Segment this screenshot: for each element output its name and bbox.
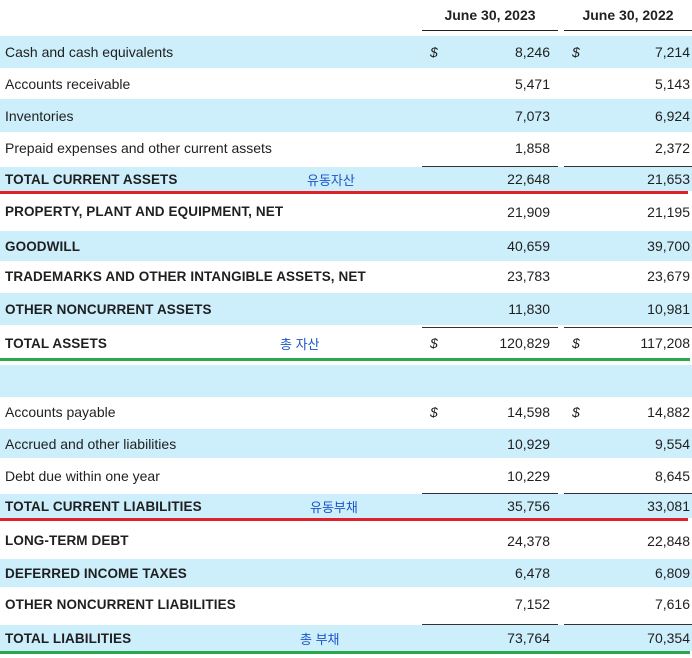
row-label: Accounts payable — [5, 404, 116, 420]
value-2023: 10,229 — [507, 468, 550, 484]
table-row: Accounts payable $ $14,598 14,882 — [0, 397, 692, 427]
value-2023: 73,764 — [507, 630, 550, 646]
value-2022: 8,645 — [654, 468, 690, 484]
row-label: DEFERRED INCOME TAXES — [5, 565, 187, 581]
value-2022: 22,848 — [647, 532, 690, 549]
row-label: TOTAL ASSETS — [5, 335, 107, 351]
header-divider-2022 — [564, 30, 692, 31]
table-row: DEFERRED INCOME TAXES 6,478 6,809 — [0, 559, 692, 587]
currency-symbol-2022: $ — [572, 335, 580, 351]
row-label: Debt due within one year — [5, 468, 160, 484]
table-row: Prepaid expenses and other current asset… — [0, 132, 692, 164]
row-label: Inventories — [5, 107, 74, 124]
table-row: Accounts receivable 5,471 5,143 — [0, 68, 692, 99]
value-2023: 1,858 — [514, 140, 550, 156]
subtotal-rule — [422, 327, 558, 328]
table-row: TOTAL LIABILITIES 총 부채 73,764 70,354 — [0, 625, 692, 651]
header-divider-2023 — [422, 30, 558, 31]
subtotal-rule — [564, 624, 692, 625]
value-2022: 39,700 — [647, 238, 690, 254]
value-2022: 2,372 — [654, 140, 690, 156]
column-header-2022: June 30, 2022 — [582, 7, 674, 23]
value-2022: 70,354 — [647, 630, 690, 646]
currency-symbol-2022: $ — [572, 404, 580, 420]
value-2023: 7,073 — [514, 107, 550, 124]
table-row: OTHER NONCURRENT LIABILITIES 7,152 7,616 — [0, 589, 692, 619]
value-2023: 21,909 — [507, 203, 550, 220]
subtotal-rule — [564, 166, 692, 167]
row-label: LONG-TERM DEBT — [5, 533, 129, 548]
korean-annotation: 총 부채 — [300, 631, 340, 647]
value-2023: 120,829 — [499, 335, 550, 351]
row-label: GOODWILL — [5, 238, 81, 254]
row-label: OTHER NONCURRENT ASSETS — [5, 301, 212, 317]
currency-symbol-2023: $ — [430, 404, 438, 420]
value-2022: 9,554 — [654, 435, 690, 452]
green-highlight-underline — [0, 651, 690, 654]
table-row: PROPERTY, PLANT AND EQUIPMENT, NET 21,909… — [0, 195, 692, 228]
row-label: TRADEMARKS AND OTHER INTANGIBLE ASSETS, … — [5, 268, 366, 284]
row-label: Cash and cash equivalents — [5, 44, 174, 60]
subtotal-rule — [422, 624, 558, 625]
table-row — [0, 365, 692, 397]
value-2023: 8,246 — [514, 44, 550, 60]
row-label: PROPERTY, PLANT AND EQUIPMENT, NET — [5, 204, 284, 219]
value-2022: 10,981 — [647, 301, 690, 317]
value-2022: 21,195 — [647, 203, 690, 220]
table-row: LONG-TERM DEBT 24,378 22,848 — [0, 524, 692, 557]
value-2023: 10,929 — [507, 435, 550, 452]
table-row: GOODWILL 40,659 39,700 — [0, 231, 692, 261]
korean-annotation: 유동자산 — [307, 172, 355, 188]
value-2022: 14,882 — [647, 404, 690, 420]
korean-annotation: 유동부채 — [310, 499, 358, 515]
value-2022: 7,214 — [654, 44, 690, 60]
subtotal-rule — [422, 493, 558, 494]
subtotal-rule — [564, 493, 692, 494]
value-2023: 24,378 — [507, 532, 550, 549]
table-row: OTHER NONCURRENT ASSETS 11,830 10,981 — [0, 293, 692, 325]
row-label: TOTAL CURRENT LIABILITIES — [5, 498, 202, 514]
value-2022: 33,081 — [647, 498, 690, 514]
value-2022: 7,616 — [654, 596, 690, 612]
table-row: TOTAL ASSETS 총 자산 $ $120,829 117,208 — [0, 328, 692, 358]
subtotal-rule — [564, 327, 692, 328]
red-highlight-underline — [0, 518, 688, 521]
value-2022: 117,208 — [640, 335, 690, 351]
row-label: TOTAL CURRENT ASSETS — [5, 171, 178, 187]
table-row: Inventories 7,073 6,924 — [0, 99, 692, 132]
currency-symbol-2023: $ — [430, 335, 438, 351]
value-2023: 22,648 — [507, 171, 550, 187]
table-row: Accrued and other liabilities 10,929 9,554 — [0, 429, 692, 458]
value-2023: 6,478 — [514, 565, 550, 581]
row-label: Accounts receivable — [5, 75, 131, 92]
table-row: TRADEMARKS AND OTHER INTANGIBLE ASSETS, … — [0, 261, 692, 291]
subtotal-rule — [422, 166, 558, 167]
row-label: Accrued and other liabilities — [5, 435, 177, 452]
value-2023: 14,598 — [507, 404, 550, 420]
table-row: TOTAL CURRENT LIABILITIES 유동부채 35,756 33,08… — [0, 494, 692, 518]
table-row: TOTAL CURRENT ASSETS 유동자산 22,648 21,653 — [0, 167, 692, 191]
value-2022: 21,653 — [647, 171, 690, 187]
row-label: OTHER NONCURRENT LIABILITIES — [5, 596, 236, 612]
value-2023: 35,756 — [507, 498, 550, 514]
row-label: Prepaid expenses and other current asset… — [5, 140, 272, 156]
currency-symbol-2023: $ — [430, 44, 438, 60]
value-2023: 5,471 — [514, 75, 550, 92]
value-2023: 11,830 — [508, 301, 550, 317]
value-2022: 6,924 — [654, 107, 690, 124]
value-2023: 23,783 — [507, 268, 550, 284]
table-row: Debt due within one year 10,229 8,645 — [0, 461, 692, 491]
column-header-2023: June 30, 2023 — [444, 7, 536, 23]
row-label: TOTAL LIABILITIES — [5, 630, 132, 646]
green-highlight-underline — [0, 358, 690, 361]
value-2022: 5,143 — [654, 75, 690, 92]
table-row: Cash and cash equivalents $ $8,246 7,214 — [0, 36, 692, 68]
red-highlight-underline — [0, 191, 688, 194]
currency-symbol-2022: $ — [572, 44, 580, 60]
value-2023: 7,152 — [514, 596, 550, 612]
value-2022: 23,679 — [647, 268, 690, 284]
value-2022: 6,809 — [654, 565, 690, 581]
korean-annotation: 총 자산 — [280, 336, 320, 352]
value-2023: 40,659 — [507, 238, 550, 254]
